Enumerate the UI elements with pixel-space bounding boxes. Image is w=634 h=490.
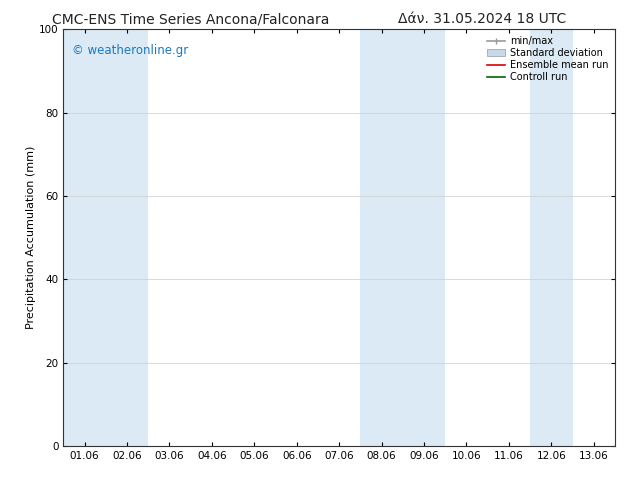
Bar (63, 29, 106, 446)
Bar (106, 29, 148, 446)
Bar (530, 29, 573, 446)
Text: © weatheronline.gr: © weatheronline.gr (72, 44, 188, 57)
Text: CMC-ENS Time Series Ancona/Falconara: CMC-ENS Time Series Ancona/Falconara (0, 489, 1, 490)
Y-axis label: Precipitation Accumulation (mm): Precipitation Accumulation (mm) (26, 146, 36, 329)
Bar (403, 29, 445, 446)
Bar (360, 29, 403, 446)
Legend: min/max, Standard deviation, Ensemble mean run, Controll run: min/max, Standard deviation, Ensemble me… (486, 34, 610, 84)
Text: CMC-ENS Time Series Ancona/Falconara: CMC-ENS Time Series Ancona/Falconara (51, 12, 329, 26)
Text: Δάν. 31.05.2024 18 UTC: Δάν. 31.05.2024 18 UTC (398, 12, 566, 26)
